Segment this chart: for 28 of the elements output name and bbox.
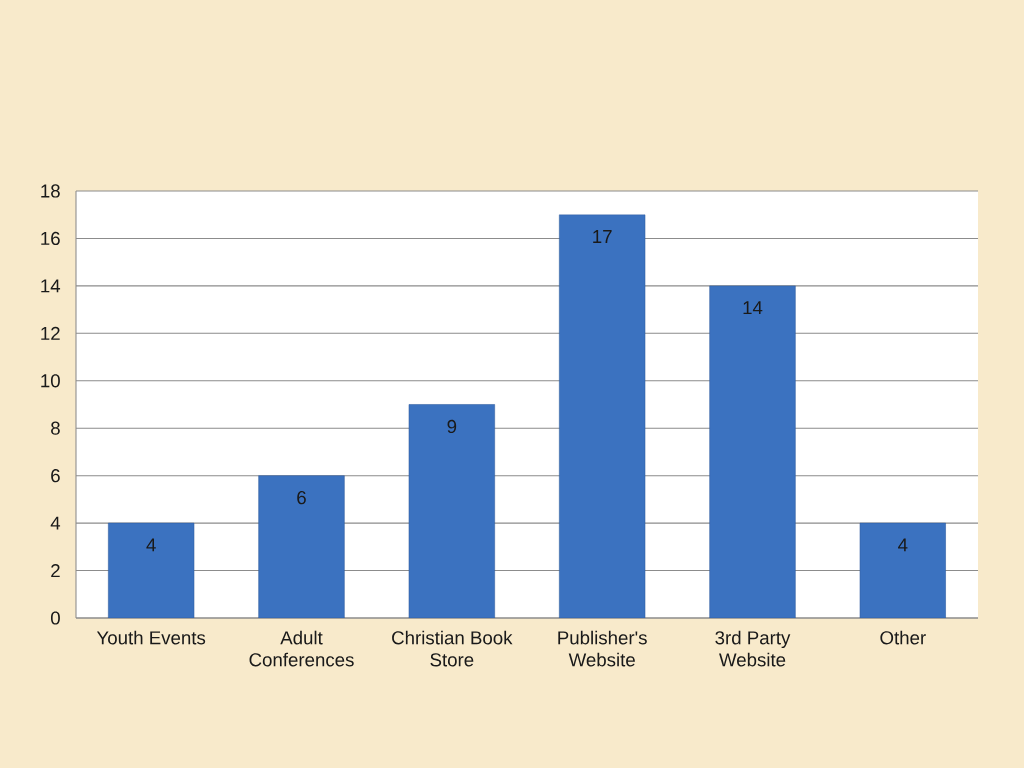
y-tick-label: 4 xyxy=(50,516,61,530)
bar xyxy=(709,285,796,618)
x-tick-label: Christian Book Store xyxy=(392,630,513,667)
x-tick-label: Youth Events xyxy=(96,630,206,645)
x-tick-label: Adult Conferences xyxy=(249,630,354,667)
bar xyxy=(559,214,646,618)
y-tick-label: 0 xyxy=(50,611,60,625)
y-tick-label: 16 xyxy=(41,231,60,246)
y-tick-label: 6 xyxy=(51,469,60,483)
bar xyxy=(408,404,495,618)
y-tick-label: 18 xyxy=(41,184,60,198)
data-label: 6 xyxy=(297,491,306,505)
bar xyxy=(859,522,946,618)
y-tick-label: 10 xyxy=(41,374,60,388)
x-tick-label: 3rd Party Website xyxy=(715,630,791,667)
x-tick-label: Other xyxy=(880,630,926,645)
data-label: 4 xyxy=(898,538,908,552)
bar xyxy=(108,522,195,618)
bar xyxy=(258,475,345,618)
data-label: 17 xyxy=(593,230,612,243)
y-tick-label: 2 xyxy=(51,564,60,578)
data-label: 4 xyxy=(146,538,156,552)
y-tick-label: 14 xyxy=(41,279,61,293)
y-tick-label: 8 xyxy=(51,421,60,435)
data-label: 9 xyxy=(447,419,457,434)
data-label: 14 xyxy=(743,301,763,315)
y-tick-label: 12 xyxy=(41,326,60,340)
x-tick-label: Publisher's Website xyxy=(558,630,647,667)
